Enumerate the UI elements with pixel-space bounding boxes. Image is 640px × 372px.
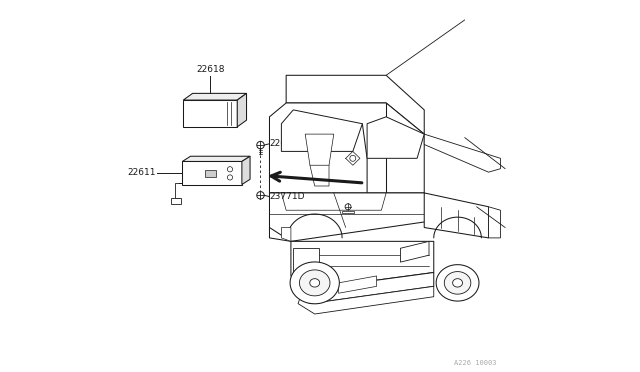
Text: 22618: 22618 (196, 65, 225, 74)
Polygon shape (205, 170, 216, 177)
Polygon shape (300, 272, 434, 304)
Circle shape (227, 175, 232, 180)
Circle shape (345, 204, 351, 210)
Polygon shape (269, 193, 434, 241)
Polygon shape (183, 93, 246, 100)
Polygon shape (182, 156, 250, 161)
Polygon shape (291, 241, 434, 290)
Polygon shape (339, 276, 376, 293)
Polygon shape (488, 207, 500, 238)
Polygon shape (424, 193, 488, 238)
Polygon shape (183, 100, 237, 127)
Polygon shape (290, 262, 339, 304)
Polygon shape (293, 248, 319, 272)
Polygon shape (452, 279, 463, 287)
Polygon shape (298, 286, 434, 314)
Polygon shape (182, 161, 242, 185)
Polygon shape (282, 228, 291, 241)
Polygon shape (310, 279, 319, 287)
Polygon shape (401, 241, 429, 262)
Polygon shape (237, 93, 246, 127)
Polygon shape (242, 156, 250, 185)
Circle shape (257, 192, 264, 199)
Circle shape (257, 141, 264, 149)
Polygon shape (282, 110, 362, 151)
Text: 23771D: 23771D (270, 192, 305, 201)
Polygon shape (436, 264, 479, 301)
Polygon shape (300, 270, 330, 296)
Polygon shape (305, 134, 334, 165)
Polygon shape (172, 198, 181, 204)
Polygon shape (424, 134, 500, 172)
Circle shape (227, 167, 232, 172)
Text: 22611: 22611 (128, 169, 156, 177)
Polygon shape (444, 272, 471, 294)
Polygon shape (342, 211, 354, 214)
Text: 22611A: 22611A (270, 140, 305, 148)
Polygon shape (269, 103, 424, 193)
Text: A226 10003: A226 10003 (454, 360, 497, 366)
Polygon shape (286, 75, 424, 134)
Polygon shape (367, 117, 424, 158)
Circle shape (350, 155, 356, 161)
